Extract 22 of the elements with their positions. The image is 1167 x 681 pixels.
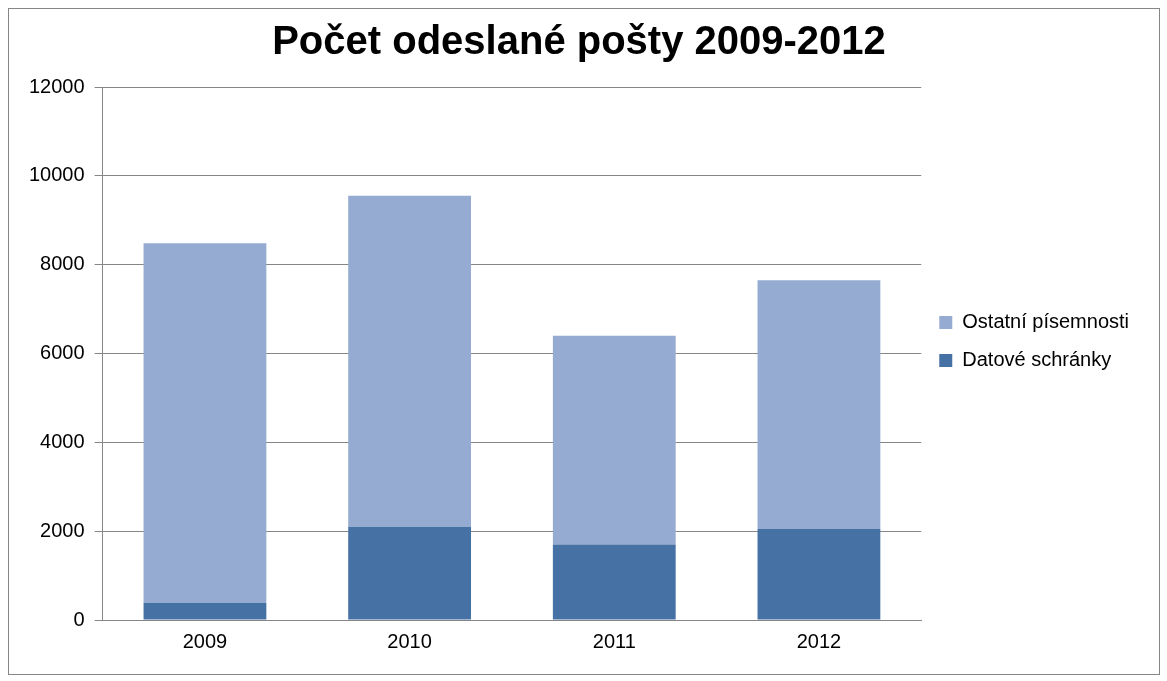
y-tick-label: 4000 [40,429,85,452]
bar [757,528,881,620]
y-tick-label: 2000 [40,518,85,541]
chart-title: Počet odeslané pošty 2009-2012 [272,18,886,63]
bar [552,544,676,620]
bar [348,195,472,527]
y-tick-label: 6000 [40,341,85,364]
y-tick-label: 0 [73,607,85,630]
bar [757,280,881,529]
bar [348,526,472,620]
x-tick-label: 2012 [796,629,842,652]
y-tick-label: 12000 [28,74,85,97]
legend-label: Ostatní písemnosti [962,310,1130,333]
legend-label: Datové schránky [962,348,1112,371]
x-tick-label: 2010 [387,629,432,652]
x-tick-label: 2011 [592,629,636,652]
bar [552,335,676,545]
y-tick-label: 10000 [28,163,85,186]
bar [143,603,267,620]
bar [143,243,267,604]
x-tick-label: 2009 [182,629,228,652]
y-tick-label: 8000 [40,252,85,275]
